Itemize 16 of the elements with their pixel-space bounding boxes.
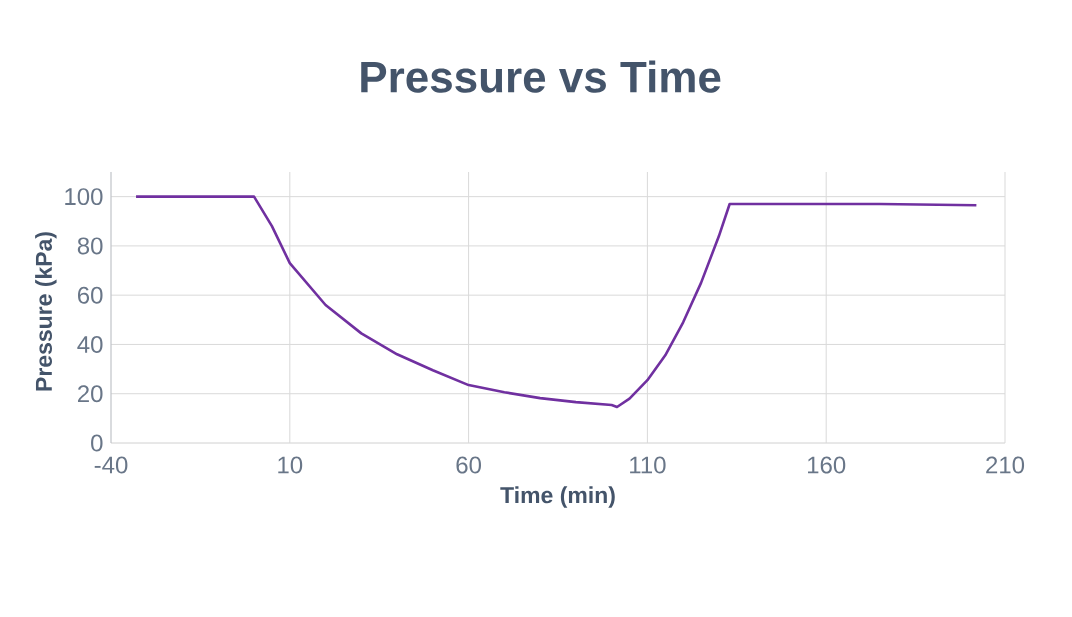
y-tick-label: 100: [65, 188, 103, 206]
y-tick-label: 60: [78, 286, 103, 304]
x-tick-label: -40: [94, 456, 128, 474]
y-tick-label: 40: [77, 335, 103, 353]
x-tick-label: 60: [456, 456, 482, 474]
line-series: [134, 195, 978, 409]
x-tick-label: 210: [986, 456, 1025, 474]
chart-title: Pressure vs Time: [361, 60, 721, 93]
y-tick-label: 0: [91, 434, 103, 452]
x-tick-label: 10: [278, 456, 303, 474]
y-tick-label: 20: [77, 385, 103, 403]
x-tick-label: 110: [630, 456, 666, 474]
x-axis-title: Time (min): [500, 486, 615, 508]
y-tick-label: 80: [77, 237, 103, 255]
x-tick-label: 160: [808, 456, 846, 474]
y-axis-title: Pressure (kPa): [35, 232, 57, 391]
